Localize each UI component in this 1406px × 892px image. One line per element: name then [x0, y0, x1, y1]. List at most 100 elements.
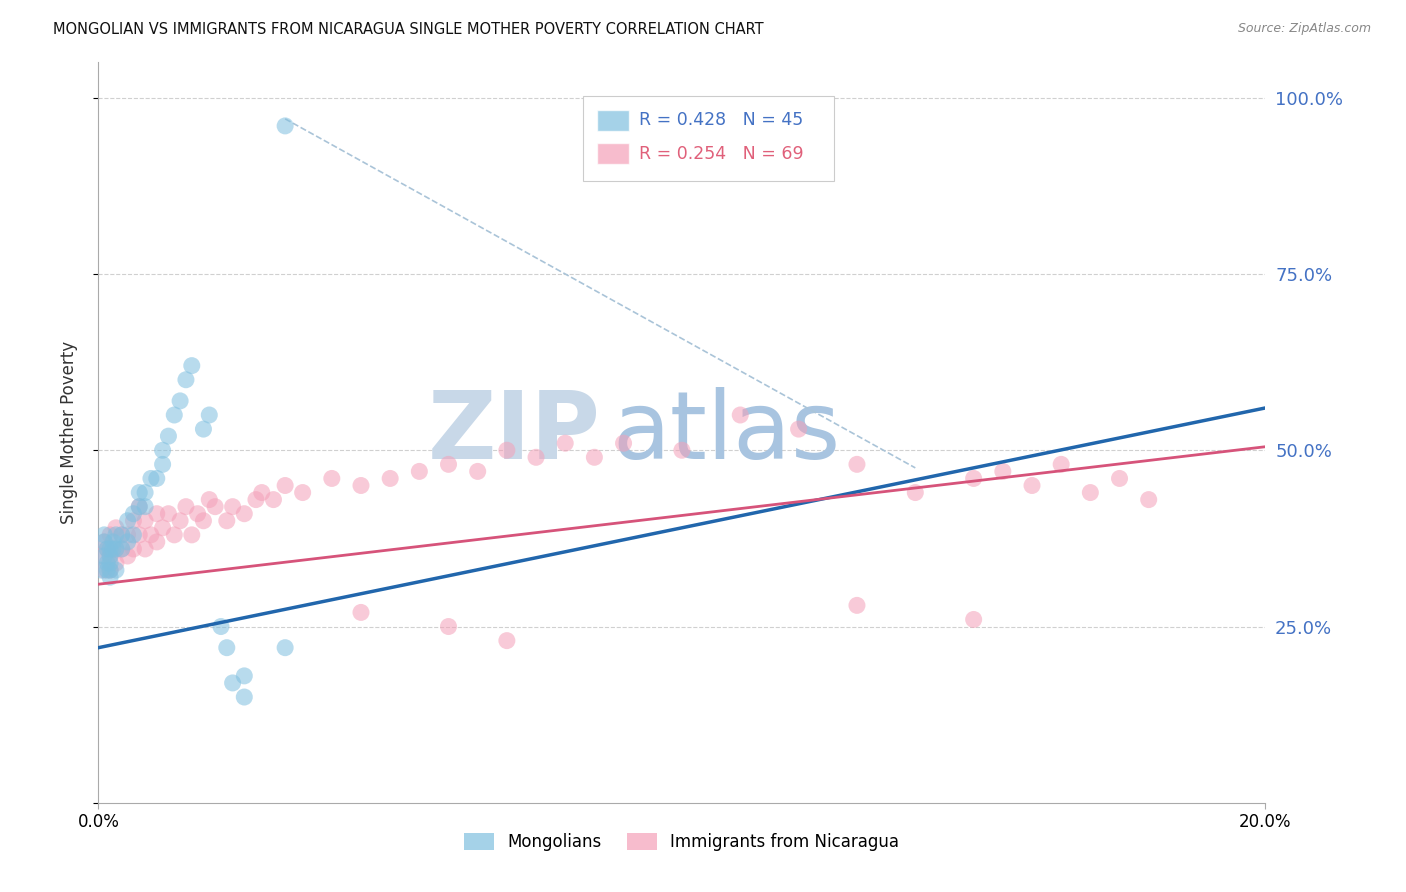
Immigrants from Nicaragua	[1137, 492, 1160, 507]
Immigrants from Nicaragua	[104, 521, 127, 535]
Immigrants from Nicaragua	[1050, 458, 1073, 472]
Immigrants from Nicaragua	[157, 507, 180, 521]
Y-axis label: Single Mother Poverty: Single Mother Poverty	[59, 341, 77, 524]
Immigrants from Nicaragua	[583, 450, 606, 465]
Immigrants from Nicaragua	[93, 563, 115, 577]
Mongolians	[93, 528, 115, 542]
Immigrants from Nicaragua	[350, 478, 373, 492]
Mongolians	[98, 570, 121, 584]
Mongolians	[233, 690, 256, 704]
Immigrants from Nicaragua	[128, 528, 150, 542]
Immigrants from Nicaragua	[291, 485, 314, 500]
Mongolians	[169, 393, 191, 408]
Immigrants from Nicaragua	[90, 549, 112, 563]
Mongolians	[104, 528, 127, 542]
Immigrants from Nicaragua	[146, 535, 169, 549]
Immigrants from Nicaragua	[146, 507, 169, 521]
Immigrants from Nicaragua	[496, 633, 519, 648]
Immigrants from Nicaragua	[467, 464, 489, 478]
Immigrants from Nicaragua	[1108, 471, 1130, 485]
Immigrants from Nicaragua	[262, 492, 284, 507]
Mongolians	[209, 619, 232, 633]
Immigrants from Nicaragua	[245, 492, 267, 507]
Immigrants from Nicaragua	[437, 458, 460, 472]
Immigrants from Nicaragua	[174, 500, 197, 514]
Mongolians	[98, 541, 121, 556]
Mongolians	[139, 471, 162, 485]
Text: R = 0.428   N = 45: R = 0.428 N = 45	[638, 112, 803, 129]
Mongolians	[122, 507, 145, 521]
Mongolians	[98, 556, 121, 570]
Mongolians	[96, 556, 118, 570]
Immigrants from Nicaragua	[1080, 485, 1102, 500]
Immigrants from Nicaragua	[122, 541, 145, 556]
Mongolians	[111, 528, 134, 542]
Mongolians	[215, 640, 238, 655]
Mongolians	[117, 514, 139, 528]
Mongolians	[128, 485, 150, 500]
Immigrants from Nicaragua	[991, 464, 1014, 478]
Mongolians	[152, 458, 174, 472]
Immigrants from Nicaragua	[554, 436, 576, 450]
Immigrants from Nicaragua	[163, 528, 186, 542]
Immigrants from Nicaragua	[93, 535, 115, 549]
Immigrants from Nicaragua	[612, 436, 634, 450]
Mongolians	[101, 541, 124, 556]
Immigrants from Nicaragua	[350, 606, 373, 620]
Immigrants from Nicaragua	[496, 443, 519, 458]
Immigrants from Nicaragua	[198, 492, 221, 507]
Immigrants from Nicaragua	[274, 478, 297, 492]
Mongolians	[96, 541, 118, 556]
Immigrants from Nicaragua	[215, 514, 238, 528]
Mongolians	[221, 676, 243, 690]
Immigrants from Nicaragua	[408, 464, 430, 478]
Immigrants from Nicaragua	[962, 471, 984, 485]
Immigrants from Nicaragua	[380, 471, 402, 485]
Immigrants from Nicaragua	[846, 458, 869, 472]
Text: R = 0.254   N = 69: R = 0.254 N = 69	[638, 145, 803, 162]
Text: ZIP: ZIP	[427, 386, 600, 479]
FancyBboxPatch shape	[596, 143, 630, 164]
Text: atlas: atlas	[612, 386, 841, 479]
Mongolians	[98, 563, 121, 577]
Immigrants from Nicaragua	[111, 541, 134, 556]
Immigrants from Nicaragua	[787, 422, 810, 436]
Mongolians	[157, 429, 180, 443]
Mongolians	[233, 669, 256, 683]
Immigrants from Nicaragua	[437, 619, 460, 633]
Immigrants from Nicaragua	[122, 514, 145, 528]
Mongolians	[274, 640, 297, 655]
Mongolians	[193, 422, 215, 436]
Immigrants from Nicaragua	[104, 556, 127, 570]
Immigrants from Nicaragua	[846, 599, 869, 613]
Text: MONGOLIAN VS IMMIGRANTS FROM NICARAGUA SINGLE MOTHER POVERTY CORRELATION CHART: MONGOLIAN VS IMMIGRANTS FROM NICARAGUA S…	[53, 22, 763, 37]
Immigrants from Nicaragua	[1021, 478, 1043, 492]
Immigrants from Nicaragua	[730, 408, 752, 422]
Mongolians	[128, 500, 150, 514]
Mongolians	[274, 119, 297, 133]
Immigrants from Nicaragua	[250, 485, 273, 500]
Immigrants from Nicaragua	[96, 541, 118, 556]
FancyBboxPatch shape	[582, 95, 834, 181]
Immigrants from Nicaragua	[111, 528, 134, 542]
Mongolians	[134, 485, 156, 500]
Immigrants from Nicaragua	[152, 521, 174, 535]
Immigrants from Nicaragua	[204, 500, 226, 514]
Mongolians	[96, 563, 118, 577]
Mongolians	[163, 408, 186, 422]
Immigrants from Nicaragua	[128, 500, 150, 514]
Mongolians	[93, 549, 115, 563]
Mongolians	[93, 535, 115, 549]
Immigrants from Nicaragua	[962, 612, 984, 626]
Immigrants from Nicaragua	[98, 528, 121, 542]
Immigrants from Nicaragua	[169, 514, 191, 528]
Immigrants from Nicaragua	[193, 514, 215, 528]
Mongolians	[98, 549, 121, 563]
Mongolians	[104, 541, 127, 556]
Immigrants from Nicaragua	[180, 528, 202, 542]
Mongolians	[174, 373, 197, 387]
Immigrants from Nicaragua	[98, 563, 121, 577]
Immigrants from Nicaragua	[134, 541, 156, 556]
Text: Source: ZipAtlas.com: Source: ZipAtlas.com	[1237, 22, 1371, 36]
Immigrants from Nicaragua	[117, 528, 139, 542]
